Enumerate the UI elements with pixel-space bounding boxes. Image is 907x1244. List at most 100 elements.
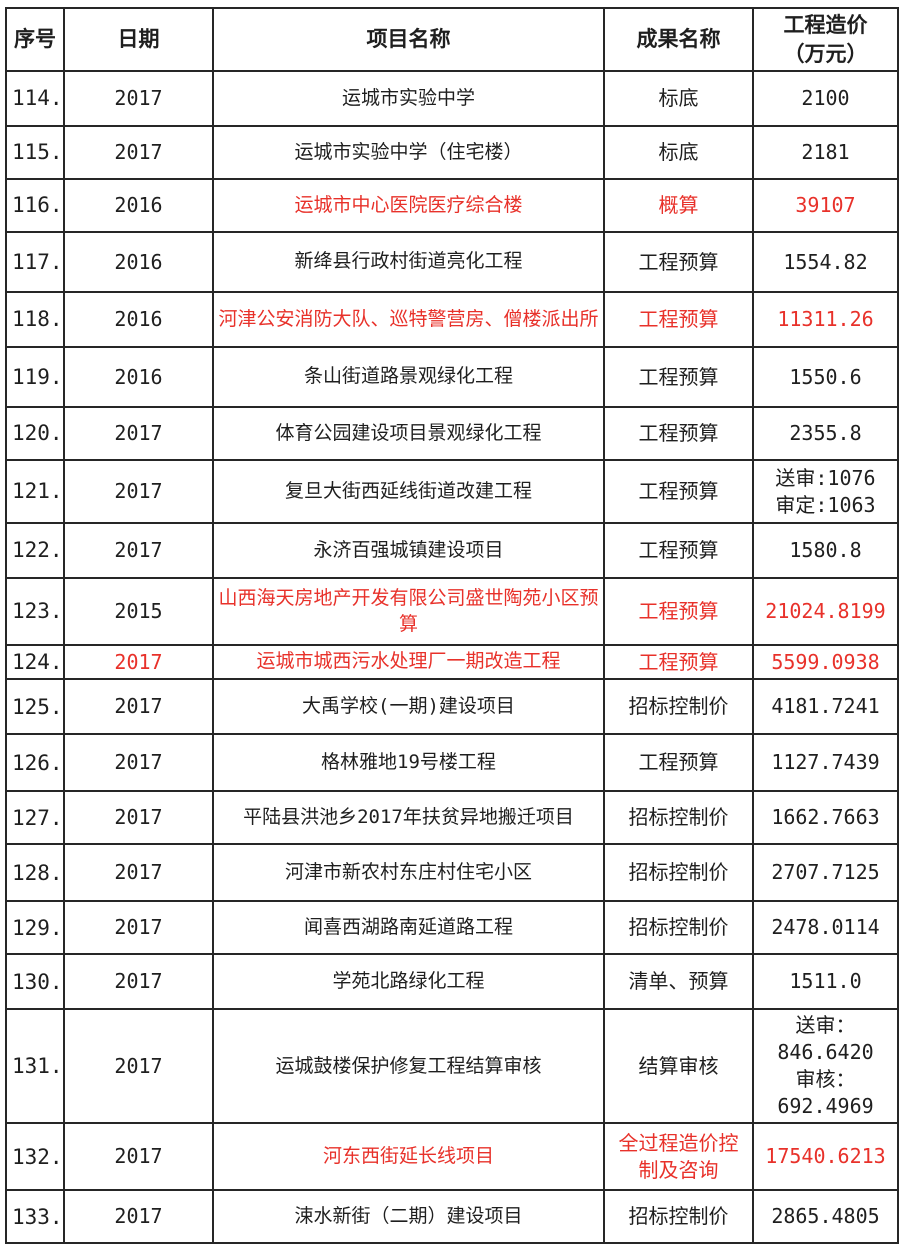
table-row: 128. 2017 河津市新农村东庄村住宅小区 招标控制价 2707.7125 [5,843,899,903]
result-name-cell: 招标控制价 [603,1189,754,1244]
table-row: 115. 2017 运城市实验中学（住宅楼） 标底 2181 [5,125,899,180]
result-name-cell: 标底 [603,70,754,127]
cost-cell: 21024.8199 [752,577,899,646]
date-cell: 2017 [63,125,214,180]
cost-cell: 1554.82 [752,231,899,293]
table-row: 118. 2016 河津公安消防大队、巡特警营房、僧楼派出所 工程预算 1131… [5,291,899,348]
project-name-cell: 永济百强城镇建设项目 [212,522,605,579]
project-name-cell: 河津市新农村东庄村住宅小区 [212,843,605,903]
cost-cell: 送审：846.6420 审核：692.4969 [752,1008,899,1125]
result-name-cell: 工程预算 [603,459,754,524]
table-row: 114. 2017 运城市实验中学 标底 2100 [5,70,899,127]
result-name-cell: 工程预算 [603,643,754,681]
project-name-cell: 河东西街延长线项目 [212,1122,605,1192]
cost-cell: 2865.4805 [752,1189,899,1244]
result-name-cell: 招标控制价 [603,843,754,903]
date-cell: 2017 [63,459,214,524]
date-cell: 2017 [63,643,214,681]
table-row: 122. 2017 永济百强城镇建设项目 工程预算 1580.8 [5,522,899,579]
table-row: 131. 2017 运城鼓楼保护修复工程结算审核 结算审核 送审：846.642… [5,1008,899,1125]
table-row: 126. 2017 格林雅地19号楼工程 工程预算 1127.7439 [5,733,899,793]
result-name-cell: 工程预算 [603,346,754,408]
date-cell: 2017 [63,900,214,956]
table-row: 129. 2017 闻喜西湖路南延道路工程 招标控制价 2478.0114 [5,900,899,956]
serial-cell: 120. [5,406,65,461]
serial-cell: 132. [5,1122,65,1192]
project-name-cell: 运城鼓楼保护修复工程结算审核 [212,1008,605,1125]
serial-cell: 125. [5,678,65,736]
result-name-cell: 结算审核 [603,1008,754,1125]
header-date: 日期 [63,7,214,72]
project-name-cell: 运城市城西污水处理厂一期改造工程 [212,643,605,681]
date-cell: 2017 [63,70,214,127]
serial-cell: 121. [5,459,65,524]
date-cell: 2016 [63,291,214,348]
project-name-cell: 运城市实验中学（住宅楼） [212,125,605,180]
result-name-cell: 全过程造价控制及咨询 [603,1122,754,1192]
cost-cell: 1580.8 [752,522,899,579]
project-name-cell: 平陆县洪池乡2017年扶贫异地搬迁项目 [212,790,605,846]
cost-cell: 2355.8 [752,406,899,461]
cost-cell: 1662.7663 [752,790,899,846]
project-name-cell: 体育公园建设项目景观绿化工程 [212,406,605,461]
cost-cell: 2478.0114 [752,900,899,956]
result-name-cell: 工程预算 [603,522,754,579]
table-row: 127. 2017 平陆县洪池乡2017年扶贫异地搬迁项目 招标控制价 1662… [5,790,899,846]
project-name-cell: 新绛县行政村街道亮化工程 [212,231,605,293]
date-cell: 2017 [63,1122,214,1192]
serial-cell: 127. [5,790,65,846]
result-name-cell: 工程预算 [603,231,754,293]
serial-cell: 126. [5,733,65,793]
date-cell: 2017 [63,1189,214,1244]
header-cost: 工程造价 （万元） [752,7,899,72]
project-name-cell: 条山街道路景观绿化工程 [212,346,605,408]
date-cell: 2017 [63,522,214,579]
table-row: 123. 2015 山西海天房地产开发有限公司盛世陶苑小区预算 工程预算 210… [5,577,899,646]
table-row: 117. 2016 新绛县行政村街道亮化工程 工程预算 1554.82 [5,231,899,293]
serial-cell: 128. [5,843,65,903]
table-row: 120. 2017 体育公园建设项目景观绿化工程 工程预算 2355.8 [5,406,899,461]
project-name-cell: 河津公安消防大队、巡特警营房、僧楼派出所 [212,291,605,348]
cost-cell: 1550.6 [752,346,899,408]
serial-cell: 114. [5,70,65,127]
table-row: 116. 2016 运城市中心医院医疗综合楼 概算 39107 [5,178,899,233]
date-cell: 2017 [63,678,214,736]
date-cell: 2016 [63,231,214,293]
table-row: 133. 2017 涑水新街（二期）建设项目 招标控制价 2865.4805 [5,1189,899,1244]
project-name-cell: 复旦大街西延线街道改建工程 [212,459,605,524]
date-cell: 2017 [63,843,214,903]
date-cell: 2016 [63,346,214,408]
serial-cell: 116. [5,178,65,233]
serial-cell: 117. [5,231,65,293]
project-name-cell: 闻喜西湖路南延道路工程 [212,900,605,956]
serial-cell: 122. [5,522,65,579]
header-serial: 序号 [5,7,65,72]
table-row: 124. 2017 运城市城西污水处理厂一期改造工程 工程预算 5599.093… [5,643,899,681]
table-row: 132. 2017 河东西街延长线项目 全过程造价控制及咨询 17540.621… [5,1122,899,1192]
serial-cell: 124. [5,643,65,681]
cost-cell: 17540.6213 [752,1122,899,1192]
table-header-row: 序号 日期 项目名称 成果名称 工程造价 （万元） [5,7,899,72]
cost-cell: 送审:1076 审定:1063 [752,459,899,524]
date-cell: 2017 [63,733,214,793]
project-name-cell: 运城市实验中学 [212,70,605,127]
project-name-cell: 格林雅地19号楼工程 [212,733,605,793]
result-name-cell: 概算 [603,178,754,233]
cost-cell: 1511.0 [752,953,899,1011]
table-row: 119. 2016 条山街道路景观绿化工程 工程预算 1550.6 [5,346,899,408]
table-row: 125. 2017 大禹学校(一期)建设项目 招标控制价 4181.7241 [5,678,899,736]
result-name-cell: 标底 [603,125,754,180]
date-cell: 2017 [63,953,214,1011]
cost-cell: 2707.7125 [752,843,899,903]
project-name-cell: 山西海天房地产开发有限公司盛世陶苑小区预算 [212,577,605,646]
cost-cell: 2100 [752,70,899,127]
project-cost-table: 序号 日期 项目名称 成果名称 工程造价 （万元） 114. 2017 运城市实… [5,7,899,1244]
date-cell: 2017 [63,790,214,846]
result-name-cell: 工程预算 [603,406,754,461]
date-cell: 2017 [63,1008,214,1125]
cost-cell: 5599.0938 [752,643,899,681]
header-project-name: 项目名称 [212,7,605,72]
project-name-cell: 涑水新街（二期）建设项目 [212,1189,605,1244]
table-row: 121. 2017 复旦大街西延线街道改建工程 工程预算 送审:1076 审定:… [5,459,899,524]
cost-cell: 4181.7241 [752,678,899,736]
